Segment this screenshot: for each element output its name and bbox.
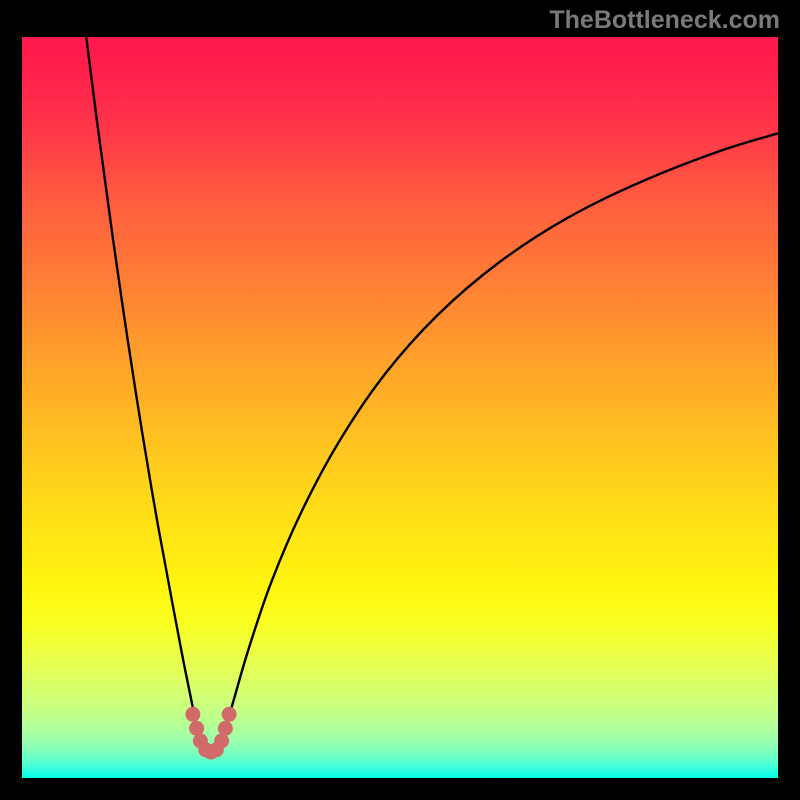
watermark-text: TheBottleneck.com (549, 6, 780, 35)
gradient-background (22, 37, 778, 778)
data-point (186, 707, 200, 721)
data-point (218, 721, 232, 735)
gradient-chart-svg (22, 37, 778, 778)
data-point (190, 721, 204, 735)
data-point (215, 734, 229, 748)
plot-area (22, 37, 778, 778)
data-point (222, 707, 236, 721)
